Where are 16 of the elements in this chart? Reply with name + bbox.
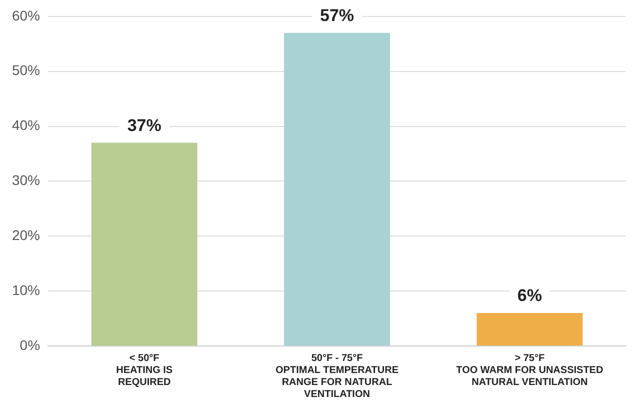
bar [91,142,198,346]
y-tick-label: 20% [12,226,40,243]
data-label: 57% [320,6,354,26]
y-tick-label: 50% [12,62,40,78]
y-tick-label: 60% [12,7,40,24]
x-tick-label: 50°F - 75°F OPTIMAL TEMPERATURE RANGE FOR NATURAL VENTILATION [276,352,399,400]
y-tick-label: 30% [12,172,40,188]
y-tick-label: 10% [12,282,40,298]
data-label: 37% [127,116,162,135]
x-tick-label: > 75°F TOO WARM FOR UNASSISTED NATURAL VENTILATION [456,352,604,388]
bar [476,313,583,346]
bar [284,32,390,346]
x-tick-label: < 50°F HEATING IS REQUIRED [116,352,173,388]
y-tick-label: 40% [12,117,40,134]
data-label: 6% [517,286,542,306]
y-tick-label: 0% [20,336,40,353]
